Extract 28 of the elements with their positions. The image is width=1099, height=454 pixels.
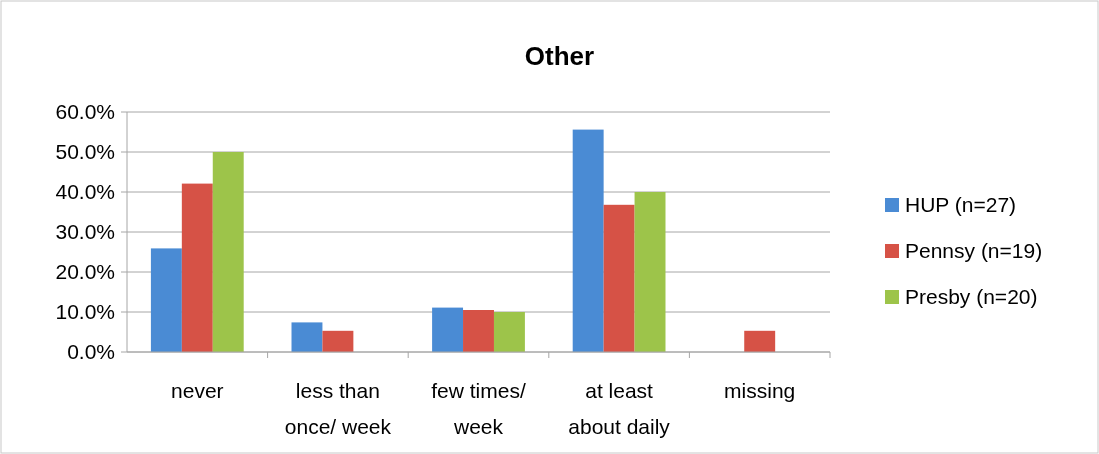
bar [634,192,666,352]
chart-title: Other [524,41,595,71]
bar [744,330,776,352]
y-tick-label: 0.0% [67,340,115,364]
y-tick-label: 60.0% [55,100,115,124]
bar [463,310,494,352]
bar [603,204,635,352]
bar [212,152,244,352]
bar [493,312,525,352]
bar [432,307,464,352]
bar [291,322,323,352]
x-tick-label: never [171,379,224,402]
legend-label: Pennsy (n=19) [905,239,1043,263]
y-tick-label: 10.0% [55,300,115,324]
y-tick-label: 30.0% [55,220,115,244]
x-tick-label: few times/ week [431,379,526,438]
y-tick-label: 50.0% [55,140,115,164]
y-tick-label: 40.0% [55,180,115,204]
bar [572,129,604,352]
x-tick-label: missing [724,379,796,402]
x-tick-label: less than once/ week [284,379,392,438]
legend-label: HUP (n=27) [905,193,1017,217]
bar [322,330,354,352]
legend-label: Presby (n=20) [905,285,1038,309]
bar [181,183,213,352]
y-tick-label: 20.0% [55,260,115,284]
x-tick-label: at least about daily [568,379,671,438]
bar [150,248,182,352]
